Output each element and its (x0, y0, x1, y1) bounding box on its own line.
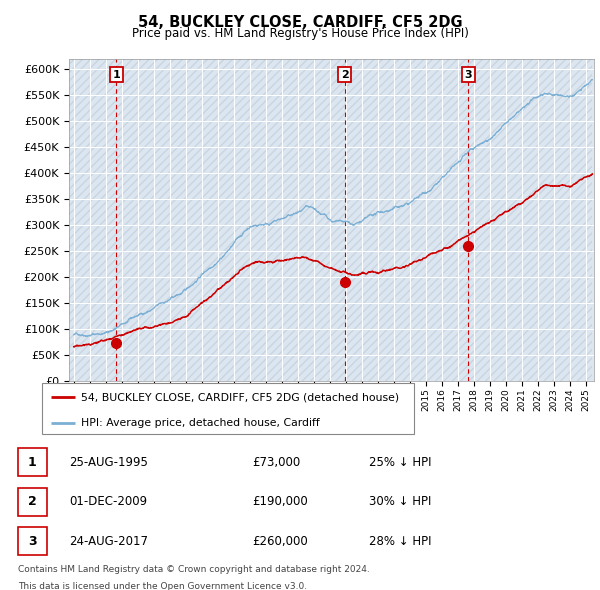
Text: 1: 1 (28, 455, 37, 469)
Text: 3: 3 (464, 70, 472, 80)
Text: £260,000: £260,000 (252, 535, 308, 548)
Text: 54, BUCKLEY CLOSE, CARDIFF, CF5 2DG: 54, BUCKLEY CLOSE, CARDIFF, CF5 2DG (137, 15, 463, 30)
Text: £73,000: £73,000 (252, 455, 300, 469)
Text: 54, BUCKLEY CLOSE, CARDIFF, CF5 2DG (detached house): 54, BUCKLEY CLOSE, CARDIFF, CF5 2DG (det… (81, 392, 399, 402)
Text: HPI: Average price, detached house, Cardiff: HPI: Average price, detached house, Card… (81, 418, 320, 428)
Text: 24-AUG-2017: 24-AUG-2017 (69, 535, 148, 548)
Text: 25-AUG-1995: 25-AUG-1995 (69, 455, 148, 469)
Text: 01-DEC-2009: 01-DEC-2009 (69, 495, 147, 509)
Text: This data is licensed under the Open Government Licence v3.0.: This data is licensed under the Open Gov… (18, 582, 307, 590)
Text: Price paid vs. HM Land Registry's House Price Index (HPI): Price paid vs. HM Land Registry's House … (131, 27, 469, 40)
Text: £190,000: £190,000 (252, 495, 308, 509)
Text: 2: 2 (341, 70, 349, 80)
Text: 25% ↓ HPI: 25% ↓ HPI (369, 455, 431, 469)
Text: Contains HM Land Registry data © Crown copyright and database right 2024.: Contains HM Land Registry data © Crown c… (18, 565, 370, 574)
Text: 3: 3 (28, 535, 37, 548)
Text: 30% ↓ HPI: 30% ↓ HPI (369, 495, 431, 509)
FancyBboxPatch shape (42, 384, 414, 434)
Text: 28% ↓ HPI: 28% ↓ HPI (369, 535, 431, 548)
Text: 1: 1 (112, 70, 120, 80)
Text: 2: 2 (28, 495, 37, 509)
